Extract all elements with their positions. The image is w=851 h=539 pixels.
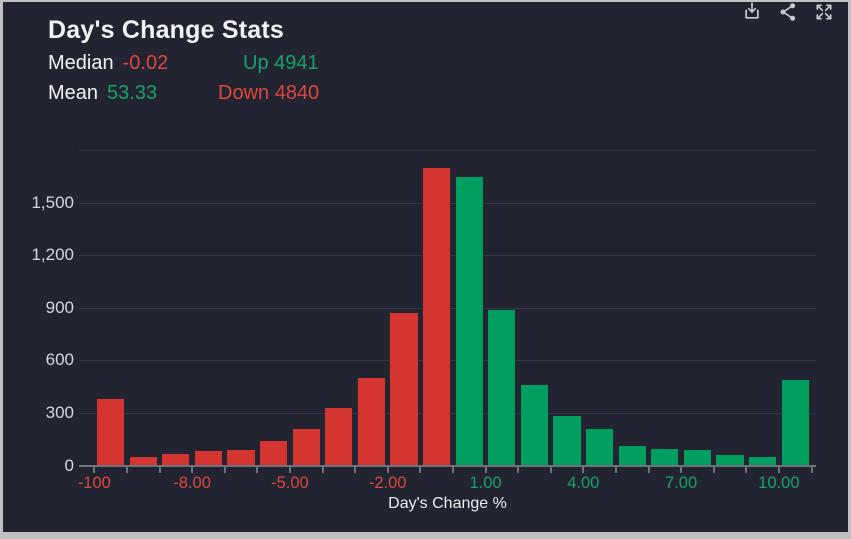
histogram-bar[interactable] bbox=[651, 448, 679, 466]
x-axis-label: 10.00 bbox=[758, 474, 800, 492]
histogram-bar[interactable] bbox=[97, 398, 125, 466]
histogram-bar[interactable] bbox=[292, 428, 320, 466]
x-axis-label: 7.00 bbox=[665, 474, 698, 492]
histogram-bar[interactable] bbox=[781, 379, 809, 466]
page-title: Day's Change Stats bbox=[48, 16, 285, 44]
x-axis-line bbox=[79, 465, 816, 467]
histogram-bar[interactable] bbox=[390, 313, 418, 466]
histogram-bar[interactable] bbox=[520, 384, 548, 466]
axis-tick bbox=[810, 467, 813, 473]
x-axis-label: -100 bbox=[77, 474, 111, 492]
histogram-bar[interactable] bbox=[488, 309, 516, 466]
axis-tick bbox=[777, 467, 780, 473]
chart-toolbar bbox=[742, 2, 834, 22]
axis-tick bbox=[517, 467, 520, 473]
axis-tick bbox=[745, 467, 748, 473]
axis-tick bbox=[647, 467, 650, 473]
x-axis-label: -5.00 bbox=[271, 474, 309, 492]
x-axis-title: Day's Change % bbox=[388, 495, 507, 512]
axis-tick bbox=[223, 467, 226, 473]
download-icon[interactable] bbox=[742, 2, 762, 22]
axis-tick bbox=[451, 467, 454, 473]
y-axis-label: 1,200 bbox=[31, 245, 74, 265]
axis-tick bbox=[582, 467, 585, 473]
axis-tick bbox=[549, 467, 552, 473]
histogram-bar[interactable] bbox=[357, 377, 385, 466]
histogram-bar[interactable] bbox=[129, 456, 157, 466]
share-icon[interactable] bbox=[778, 2, 798, 22]
axis-tick bbox=[288, 467, 291, 473]
axis-tick bbox=[256, 467, 259, 473]
stat-row-1: Mean 53.33 Down 4840 bbox=[48, 82, 319, 105]
axis-tick bbox=[93, 467, 96, 473]
x-axis-label: 4.00 bbox=[567, 474, 600, 492]
y-axis-label: 300 bbox=[45, 402, 74, 422]
histogram-bar[interactable] bbox=[586, 428, 614, 466]
axis-tick bbox=[191, 467, 194, 473]
median-label: Median bbox=[48, 52, 114, 74]
y-axis-label: 0 bbox=[64, 455, 74, 475]
axis-tick bbox=[386, 467, 389, 473]
axis-tick bbox=[158, 467, 161, 473]
axis-tick bbox=[614, 467, 617, 473]
y-axis-label: 600 bbox=[45, 350, 74, 370]
fullscreen-icon[interactable] bbox=[814, 2, 834, 22]
histogram-bar[interactable] bbox=[260, 440, 288, 466]
x-axis-label: -2.00 bbox=[368, 474, 407, 492]
histogram-bar[interactable] bbox=[553, 416, 581, 466]
histogram-bar[interactable] bbox=[618, 446, 646, 466]
histogram-bar[interactable] bbox=[749, 456, 777, 466]
axis-tick bbox=[321, 467, 324, 473]
axis-tick bbox=[712, 467, 715, 473]
axis-tick bbox=[125, 467, 128, 473]
up-count: Up 4941 bbox=[243, 52, 319, 74]
histogram-bar[interactable] bbox=[325, 407, 353, 466]
axis-tick bbox=[484, 467, 487, 473]
histogram-bar[interactable] bbox=[162, 454, 190, 466]
chart-header: Day's Change Stats Median -0.02 Up 4941 … bbox=[48, 16, 319, 105]
stat-row-0: Median -0.02 Up 4941 bbox=[48, 52, 319, 75]
histogram-bar[interactable] bbox=[194, 451, 222, 466]
x-axis-label: 1.00 bbox=[469, 474, 502, 492]
histogram-bar[interactable] bbox=[423, 167, 451, 466]
y-axis-label: 900 bbox=[45, 297, 74, 317]
axis-tick bbox=[419, 467, 422, 473]
gridline bbox=[79, 150, 816, 152]
y-axis-label: 1,500 bbox=[31, 192, 74, 212]
histogram-bar[interactable] bbox=[455, 176, 483, 466]
histogram-bar[interactable] bbox=[683, 449, 711, 466]
axis-tick bbox=[680, 467, 683, 473]
x-axis-label: -8.00 bbox=[173, 474, 211, 492]
down-count: Down 4840 bbox=[218, 82, 320, 104]
mean-label: Mean bbox=[48, 82, 99, 104]
axis-tick bbox=[354, 467, 357, 473]
histogram-bar[interactable] bbox=[716, 454, 744, 466]
mean-value: 53.33 bbox=[107, 82, 158, 104]
median-value: -0.02 bbox=[122, 52, 169, 74]
histogram-bar[interactable] bbox=[227, 449, 255, 466]
